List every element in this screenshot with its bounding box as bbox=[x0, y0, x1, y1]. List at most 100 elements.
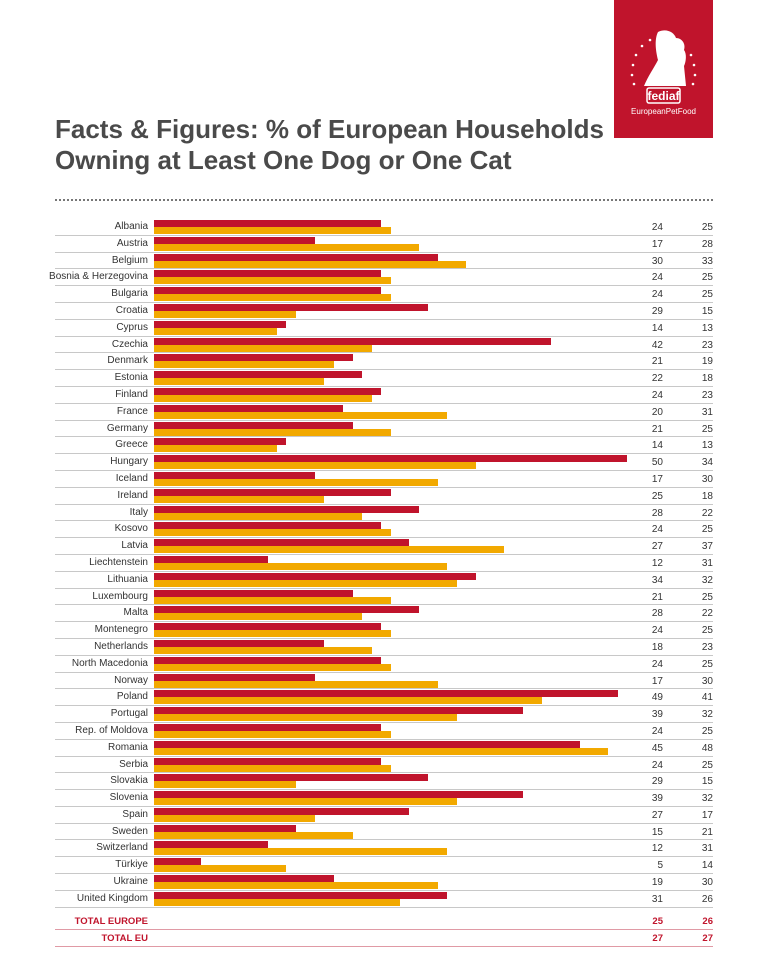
bar-series-2 bbox=[154, 882, 438, 890]
total-value-1: 25 bbox=[652, 916, 663, 927]
page-title: Facts & Figures: % of European Household… bbox=[55, 114, 615, 176]
bar-series-2 bbox=[154, 512, 363, 520]
title-line-1: Facts & Figures: % of European Household… bbox=[55, 114, 604, 144]
value-label-series-2: 17 bbox=[701, 809, 713, 821]
bar-series-1 bbox=[154, 387, 382, 395]
row-divider bbox=[55, 721, 713, 723]
value-label-series-2: 19 bbox=[701, 356, 713, 368]
bar-series-1 bbox=[154, 858, 202, 866]
category-label: Italy bbox=[129, 506, 148, 518]
category-label: Bulgaria bbox=[111, 288, 148, 300]
category-label: North Macedonia bbox=[71, 657, 148, 669]
chart-row: Serbia 24 25 bbox=[0, 757, 768, 774]
row-divider bbox=[55, 318, 713, 320]
value-label-series-1: 24 bbox=[651, 759, 663, 771]
value-label-series-1: 21 bbox=[651, 356, 663, 368]
chart-row: Portugal 39 32 bbox=[0, 706, 768, 723]
value-label-series-2: 30 bbox=[701, 877, 713, 889]
chart-row: Bosnia & Herzegovina 24 25 bbox=[0, 269, 768, 287]
bar-series-2 bbox=[154, 848, 448, 856]
bar-series-2 bbox=[154, 260, 467, 268]
bar-series-2 bbox=[154, 394, 372, 402]
category-label: Netherlands bbox=[94, 640, 148, 652]
chart-row: Poland 49 41 bbox=[0, 689, 768, 707]
bar-series-1 bbox=[154, 807, 410, 815]
value-label-series-2: 23 bbox=[701, 641, 713, 653]
value-label-series-1: 5 bbox=[657, 860, 663, 872]
chart-row: Sweden 15 21 bbox=[0, 824, 768, 841]
category-label: Luxembourg bbox=[92, 590, 148, 602]
value-label-series-1: 21 bbox=[651, 423, 663, 435]
category-label: Romania bbox=[107, 741, 148, 753]
row-divider bbox=[55, 946, 713, 947]
category-label: Liechtenstein bbox=[89, 556, 148, 568]
category-label: Latvia bbox=[121, 540, 148, 552]
category-label: Norway bbox=[114, 674, 148, 686]
bar-series-1 bbox=[154, 455, 627, 463]
value-label-series-1: 39 bbox=[651, 793, 663, 805]
bar-series-1 bbox=[154, 488, 391, 496]
category-label: Switzerland bbox=[96, 842, 148, 854]
bar-series-1 bbox=[154, 824, 296, 832]
value-label-series-2: 25 bbox=[701, 759, 713, 771]
bar-series-2 bbox=[154, 445, 277, 453]
bar-series-2 bbox=[154, 378, 325, 386]
title-line-2: Owning at Least One Dog or One Cat bbox=[55, 145, 512, 175]
category-label: Sweden bbox=[111, 825, 148, 837]
bar-series-1 bbox=[154, 572, 476, 580]
value-label-series-1: 29 bbox=[651, 776, 663, 788]
row-divider bbox=[55, 486, 713, 488]
category-label: Rep. of Moldova bbox=[75, 724, 148, 736]
value-label-series-1: 39 bbox=[651, 709, 663, 721]
chart-row: Slovenia 39 32 bbox=[0, 790, 768, 807]
value-label-series-2: 28 bbox=[701, 238, 713, 250]
bar-series-2 bbox=[154, 428, 391, 436]
chart-row: Romania 45 48 bbox=[0, 740, 768, 757]
bar-series-2 bbox=[154, 243, 419, 251]
value-label-series-1: 31 bbox=[651, 893, 663, 905]
bar-series-1 bbox=[154, 303, 429, 311]
row-divider bbox=[55, 705, 713, 707]
chart-row: Austria 17 28 bbox=[0, 236, 768, 253]
value-label-series-1: 17 bbox=[651, 238, 663, 250]
bar-series-2 bbox=[154, 277, 391, 285]
value-label-series-2: 15 bbox=[701, 305, 713, 317]
bar-series-2 bbox=[154, 714, 457, 722]
row-divider bbox=[55, 301, 713, 303]
category-label: Hungary bbox=[110, 456, 148, 468]
value-label-series-2: 25 bbox=[701, 591, 713, 603]
bar-series-2 bbox=[154, 630, 391, 638]
dotted-divider bbox=[55, 199, 713, 201]
value-label-series-1: 17 bbox=[651, 675, 663, 687]
value-label-series-1: 34 bbox=[651, 574, 663, 586]
category-label: Malta bbox=[123, 607, 148, 619]
category-label: Ireland bbox=[117, 489, 148, 501]
value-label-series-2: 32 bbox=[701, 574, 713, 586]
bar-series-2 bbox=[154, 344, 372, 352]
value-label-series-1: 24 bbox=[651, 725, 663, 737]
value-label-series-2: 18 bbox=[701, 490, 713, 502]
category-label: Finland bbox=[115, 388, 148, 400]
category-label: Poland bbox=[116, 691, 148, 703]
category-label: France bbox=[116, 405, 148, 417]
value-label-series-1: 28 bbox=[651, 507, 663, 519]
category-label: Denmark bbox=[107, 355, 148, 367]
row-divider bbox=[55, 839, 713, 841]
row-divider bbox=[55, 537, 713, 539]
value-label-series-1: 24 bbox=[651, 524, 663, 536]
value-label-series-2: 18 bbox=[701, 373, 713, 385]
value-label-series-1: 22 bbox=[651, 373, 663, 385]
value-label-series-1: 17 bbox=[651, 473, 663, 485]
value-label-series-1: 21 bbox=[651, 591, 663, 603]
bar-series-1 bbox=[154, 656, 382, 664]
fediaf-logo: fediaf EuropeanPetFood bbox=[614, 0, 713, 138]
category-label: Kosovo bbox=[114, 523, 148, 535]
total-value-2: 27 bbox=[702, 933, 713, 944]
category-label: Slovakia bbox=[110, 775, 148, 787]
value-label-series-1: 19 bbox=[651, 877, 663, 889]
chart-row: Kosovo 24 25 bbox=[0, 521, 768, 539]
value-label-series-1: 27 bbox=[651, 541, 663, 553]
bar-series-2 bbox=[154, 596, 391, 604]
total-row: TOTAL EUROPE 25 26 bbox=[0, 913, 768, 930]
